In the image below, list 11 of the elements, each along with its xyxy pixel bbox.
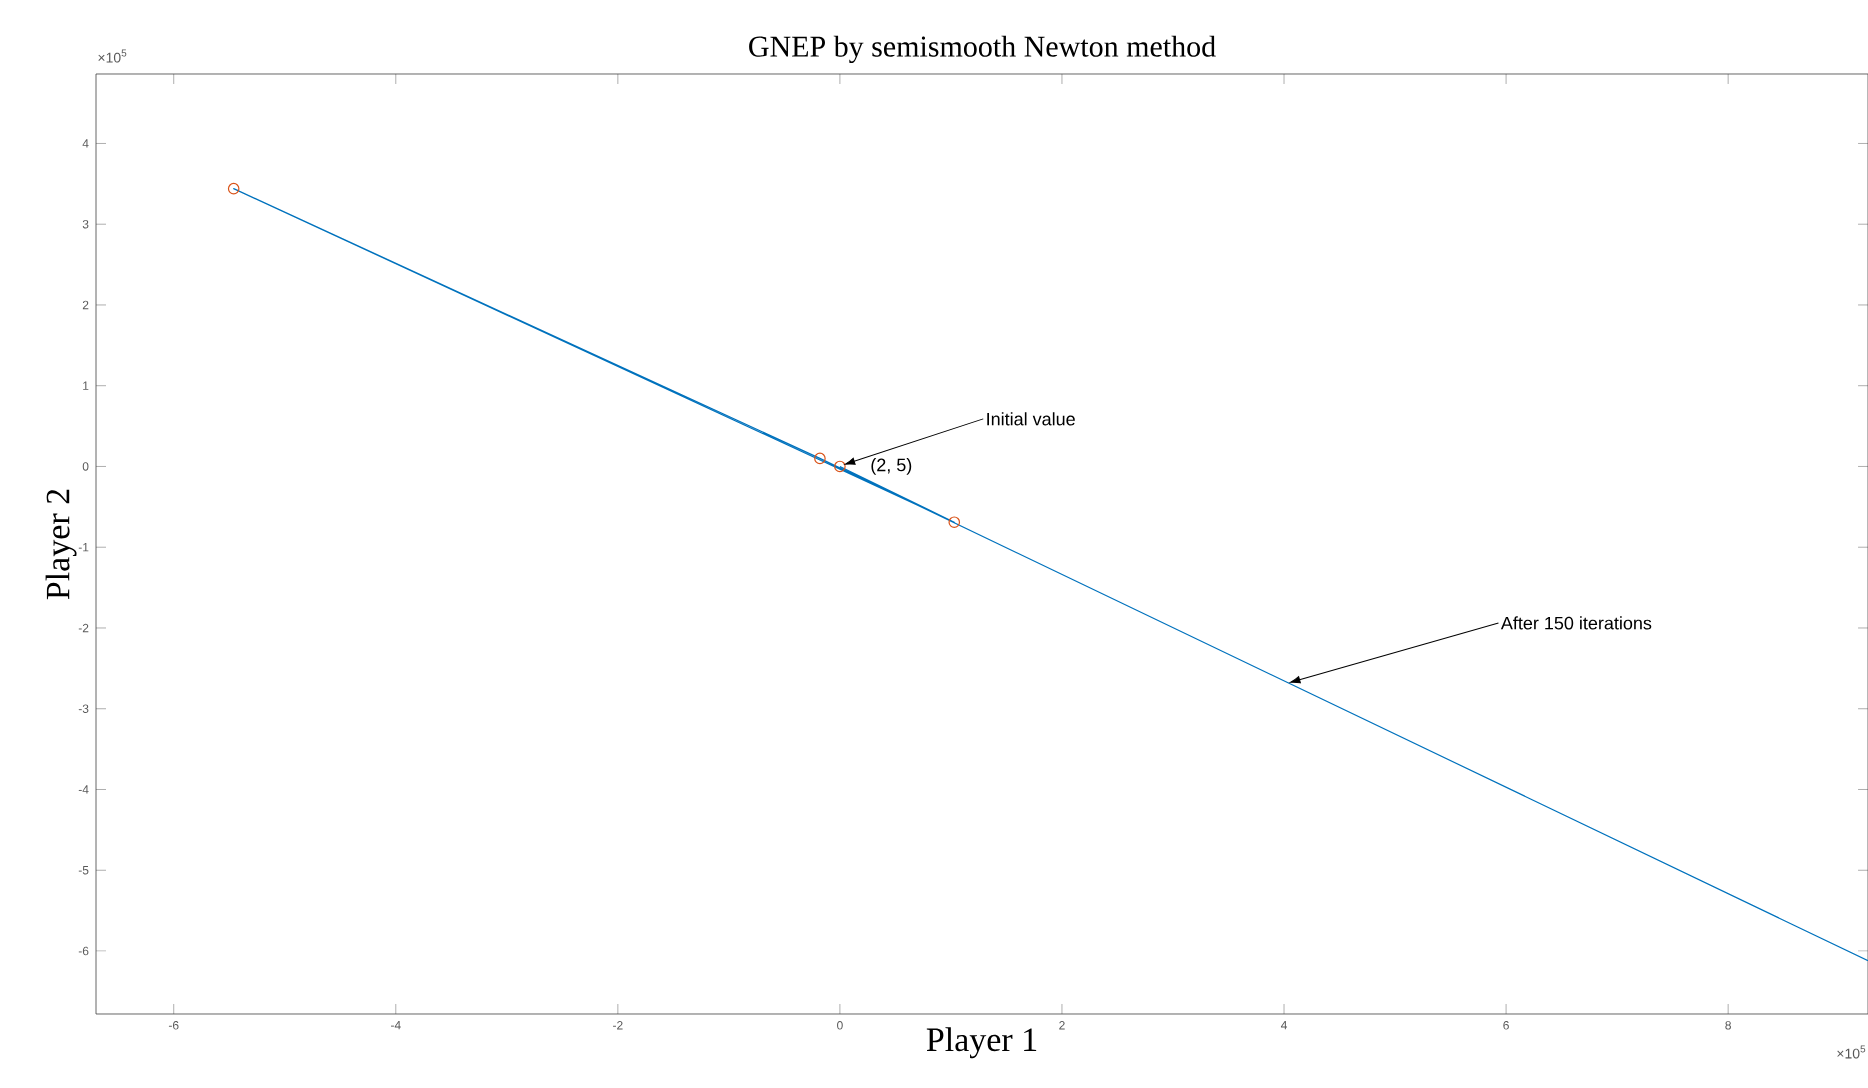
x-axis-title: Player 1	[926, 1027, 1037, 1059]
y-axis-title: Player 2	[45, 489, 77, 600]
point	[948, 516, 961, 528]
point	[227, 182, 240, 195]
point	[814, 452, 826, 465]
line-series	[233, 188, 1868, 962]
chart-title: GNEP by semismooth Newton method	[749, 35, 1216, 63]
annotation: (2, 5)	[871, 458, 912, 475]
point	[834, 460, 846, 473]
annotation: After 150 iterations	[1500, 616, 1652, 630]
annotation: Initial value	[987, 412, 1075, 426]
